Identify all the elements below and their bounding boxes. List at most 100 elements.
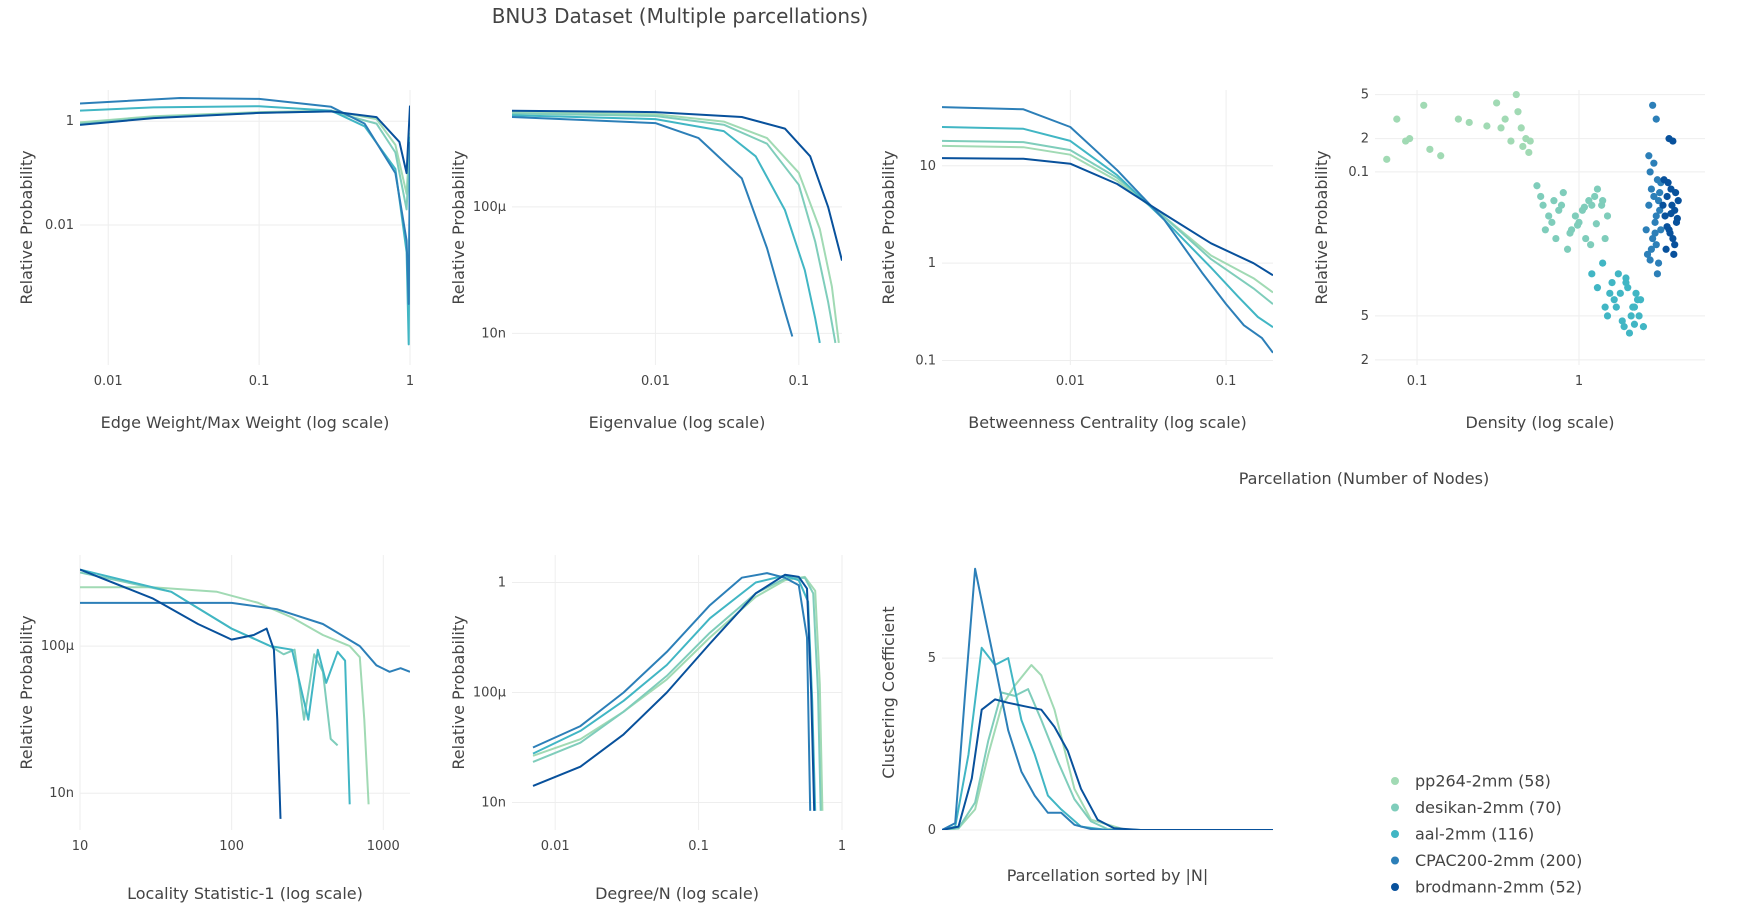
y-tick-label: 10n [49,786,74,801]
legend-marker [1391,883,1399,891]
chart-panel-4: 0.1 1 2 5 0.1 2 5 Density (log scale) Relative P… [1312,88,1705,432]
y-tick-label: 5 [928,651,936,666]
y-tick-label: 1 [928,256,936,271]
scatter-point [1643,250,1652,258]
y-tick-label: 1 [498,576,506,591]
scatter-point [1616,289,1624,297]
y-tick-label: 100μ [41,639,74,654]
scatter-point [1603,212,1612,220]
y-tick-label: 0 [928,823,936,838]
scatter-point [1587,241,1595,249]
scatter-point [1512,90,1520,99]
scatter-point [1552,234,1560,243]
x-tick-label: 0.01 [94,374,123,389]
scatter-point [1647,185,1655,193]
scatter-point [1666,229,1674,237]
scatter-point [1573,221,1582,229]
figure-title: BNU3 Dataset (Multiple parcellations) [492,4,869,28]
series-line [532,572,812,811]
scatter-point [1645,201,1653,209]
scatter-point [1629,303,1637,311]
legend-item[interactable]: CPAC200-2mm (200) [1391,851,1582,870]
scatter-point [1426,145,1434,153]
scatter-point [1537,192,1545,201]
legend-item[interactable]: aal-2mm (116) [1391,825,1534,844]
scatter-point [1669,234,1677,243]
scatter-point [1519,142,1527,151]
x-axis-title: Density (log scale) [1465,413,1614,432]
scatter-point [1639,323,1648,331]
scatter-point [1585,197,1593,205]
y-tick-label: 100μ [473,686,506,701]
scatter-point [1660,176,1668,184]
scatter-point [1632,289,1640,297]
series-line [80,601,410,673]
series-line [80,571,339,747]
y-tick-label: 5 [1361,309,1369,324]
y-tick-label: 0.01 [45,218,74,233]
scatter-point [1633,296,1642,304]
y-tick-label: 10n [481,796,506,811]
scatter-point [1635,312,1643,320]
x-tick-label: 100 [219,839,244,854]
scatter-point [1622,274,1630,282]
x-axis-title: Eigenvalue (log scale) [589,413,766,432]
x-tick-label: 1 [838,839,846,854]
y-axis-title: Relative Probability [17,615,36,769]
legend-item[interactable]: pp264-2mm (58) [1391,772,1551,791]
scatter-point [1393,115,1401,123]
x-tick-label: 0.1 [1407,374,1428,389]
legend-label: pp264-2mm (58) [1415,772,1551,791]
scatter-point [1668,201,1676,209]
scatter-point [1601,303,1609,311]
x-tick-label: 0.1 [249,374,270,389]
legend-item[interactable]: desikan-2mm (70) [1391,798,1562,817]
scatter-point [1601,234,1609,243]
legend-label: CPAC200-2mm (200) [1415,851,1582,870]
scatter-point [1647,245,1655,253]
scatter-point [1588,270,1596,278]
x-tick-label: 0.01 [541,839,570,854]
scatter-point [1656,189,1664,197]
legend-marker [1391,830,1399,838]
x-tick-label: 0.1 [1216,374,1237,389]
chart-panel-3: 0.01 0.1 0.1 1 10 Betweenness Centrality (log… [879,90,1273,432]
scatter-point [1610,296,1618,304]
scatter-point [1650,192,1658,201]
scatter-point [1671,241,1679,249]
scatter-point [1662,245,1670,253]
x-axis-title: Betweenness Centrality (log scale) [968,413,1246,432]
x-tick-label: 1 [406,374,414,389]
scatter-point [1598,201,1606,209]
scatter-point [1670,250,1678,258]
scatter-point [1483,122,1491,130]
series-line [532,573,816,811]
legend-item[interactable]: brodmann-2mm (52) [1391,878,1582,897]
scatter-point [1437,152,1445,160]
scatter-point [1669,137,1677,145]
scatter-point [1383,155,1391,163]
scatter-point [1533,182,1541,190]
x-tick-label: 0.01 [1056,374,1085,389]
series-line [532,576,822,811]
y-axis-title: Relative Probability [449,615,468,769]
scatter-point [1652,115,1660,123]
x-tick-label: 10 [72,839,89,854]
scatter-point [1465,118,1473,127]
series-line [512,109,842,261]
series-line [942,688,1273,830]
series-line [512,112,837,344]
scatter-point [1645,152,1653,160]
scatter-point [1652,241,1660,249]
y-axis-title: Relative Probability [879,150,898,304]
y-tick-label: 10 [919,159,936,174]
series-line [512,116,794,337]
scatter-point [1550,197,1558,205]
x-axis-title: Parcellation sorted by |N| [1007,866,1209,885]
scatter-point [1663,223,1671,231]
scatter-point [1651,218,1659,226]
chart-panel-1: 0.01 0.1 1 0.01 1 Edge Weight/Max Weight (log… [17,90,414,432]
scatter-point [1541,226,1549,234]
scatter-point [1514,108,1522,116]
